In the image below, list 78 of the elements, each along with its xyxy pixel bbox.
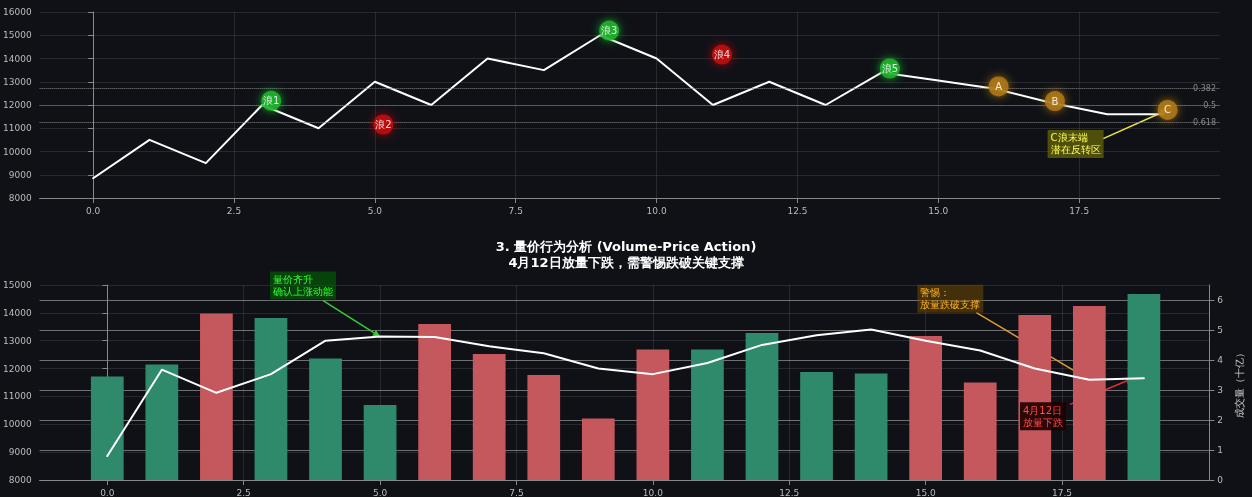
x-tick-label: 15.0 <box>915 487 936 497</box>
y-tick-label: 11000 <box>2 391 32 402</box>
y2-tick-label: 4 <box>1217 355 1224 365</box>
x-tick-label: 5.0 <box>367 205 383 216</box>
chart-title: 3. 量价行为分析 (Volume-Price Action) <box>495 239 757 254</box>
annotation: C浪末端潜在反转区 <box>1050 132 1101 156</box>
x-tick-label: 7.5 <box>509 487 524 497</box>
y-tick-label: 8000 <box>8 475 32 485</box>
x-tick-label: 5.0 <box>372 487 388 497</box>
x-tick-label: 0.0 <box>100 487 115 497</box>
bar <box>854 373 888 480</box>
bar <box>581 418 615 480</box>
bar <box>418 324 451 480</box>
bar <box>745 333 779 480</box>
y-tick-label: 12000 <box>2 363 32 374</box>
bar <box>472 354 506 480</box>
y-tick-label: 14000 <box>2 53 32 64</box>
bar <box>90 376 124 480</box>
chart-subtitle: 4月12日放量下跌，需警惕跌破关键支撑 <box>508 255 744 270</box>
y-tick-label: 11000 <box>2 123 32 134</box>
y-tick-label: 15000 <box>2 280 32 290</box>
y-tick-label: 10000 <box>2 419 32 430</box>
bar <box>636 349 670 480</box>
y2-tick-label: 5 <box>1217 325 1224 335</box>
x-tick-label: 2.5 <box>236 487 251 497</box>
annotation: 警惕：放量跌破支撑 <box>920 287 981 311</box>
y2-axis-title: 成交量（十亿） <box>1233 347 1245 418</box>
x-tick-label: 12.5 <box>787 205 808 216</box>
bar <box>527 375 561 480</box>
x-tick-label: 17.5 <box>1052 487 1073 497</box>
annotation: 0.382 <box>1193 84 1216 94</box>
y2-tick-label: 2 <box>1217 415 1224 425</box>
bar <box>909 336 943 480</box>
bar <box>691 349 724 480</box>
data-label: 浪3 <box>601 25 618 37</box>
y-tick-label: 8000 <box>8 193 32 203</box>
data-label: A <box>995 80 1003 92</box>
y-tick-label: 14000 <box>2 307 32 318</box>
y-tick-label: 9000 <box>8 447 32 458</box>
x-tick-label: 2.5 <box>226 205 242 216</box>
x-tick-label: 0.0 <box>85 205 101 216</box>
annotation: 4月12日放量下跌 <box>1022 404 1063 428</box>
y2-tick-label: 3 <box>1217 385 1224 395</box>
y2-tick-label: 0 <box>1217 475 1224 485</box>
bar <box>254 318 288 480</box>
annotation: 量价齐升确认上涨动能 <box>272 274 334 298</box>
bar <box>200 313 233 480</box>
bar <box>145 364 179 480</box>
bar <box>363 405 397 480</box>
bar <box>309 358 342 480</box>
data-label: 浪1 <box>263 95 280 107</box>
y-tick-label: 13000 <box>2 76 32 87</box>
data-label: 浪5 <box>881 63 899 74</box>
y-tick-label: 15000 <box>2 30 32 41</box>
x-tick-label: 12.5 <box>779 487 800 497</box>
y-tick-label: 10000 <box>2 146 32 157</box>
data-label: 浪4 <box>713 49 731 61</box>
y2-tick-label: 1 <box>1217 445 1224 455</box>
line-series <box>106 328 1145 458</box>
y-tick-label: 13000 <box>2 335 32 346</box>
bar <box>963 382 997 480</box>
y-tick-label: 16000 <box>2 7 32 17</box>
bar <box>800 372 833 480</box>
annotation: 0.618 <box>1193 117 1216 127</box>
bar <box>1127 294 1161 480</box>
x-tick-label: 10.0 <box>642 487 664 497</box>
y-tick-label: 9000 <box>8 169 32 180</box>
y2-tick-label: 6 <box>1217 295 1224 305</box>
x-tick-label: 15.0 <box>928 205 949 216</box>
data-label: C <box>1164 104 1172 116</box>
x-tick-label: 10.0 <box>646 205 667 216</box>
x-tick-label: 17.5 <box>1069 205 1090 216</box>
y-tick-label: 12000 <box>2 100 32 110</box>
data-label: 浪2 <box>375 119 392 131</box>
annotation: 0.5 <box>1203 100 1216 110</box>
x-tick-label: 7.5 <box>508 205 523 216</box>
data-label: B <box>1051 95 1059 107</box>
bar <box>1072 306 1106 480</box>
